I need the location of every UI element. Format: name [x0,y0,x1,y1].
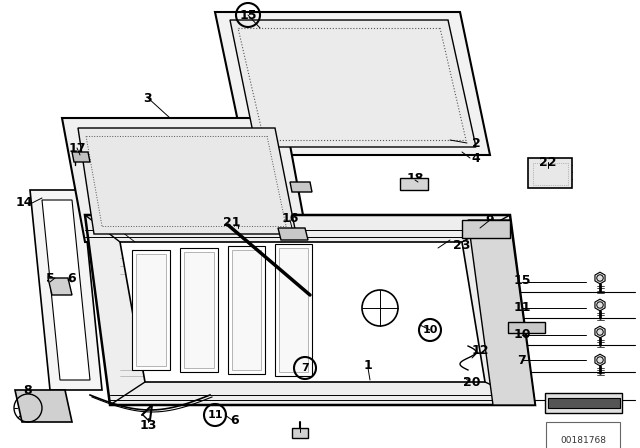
Text: 10: 10 [422,325,438,335]
Polygon shape [292,428,308,438]
Polygon shape [62,118,308,242]
Polygon shape [290,182,312,192]
Polygon shape [508,322,545,333]
Polygon shape [230,20,476,147]
Polygon shape [184,252,214,368]
Text: 12: 12 [471,344,489,357]
Polygon shape [42,200,90,380]
Text: 14: 14 [15,195,33,208]
Polygon shape [232,250,261,370]
Polygon shape [279,248,308,372]
Polygon shape [48,278,72,295]
Text: 3: 3 [144,91,152,104]
Text: 1: 1 [364,358,372,371]
Polygon shape [548,398,620,408]
Text: 13: 13 [140,418,157,431]
Text: 4: 4 [472,151,481,164]
Text: 11: 11 [207,410,223,420]
Polygon shape [215,12,490,155]
Polygon shape [275,244,312,376]
Text: 20: 20 [463,375,481,388]
Text: 22: 22 [540,155,557,168]
Text: 10: 10 [513,327,531,340]
Text: 8: 8 [24,383,32,396]
Polygon shape [30,190,102,390]
Text: 9: 9 [486,214,494,227]
Text: 18: 18 [406,172,424,185]
Polygon shape [595,326,605,338]
Polygon shape [528,158,572,188]
Polygon shape [595,299,605,311]
Text: 17: 17 [68,142,86,155]
Text: 00181768: 00181768 [560,435,606,444]
Polygon shape [180,248,218,372]
Polygon shape [228,246,265,374]
Polygon shape [278,228,308,240]
Polygon shape [72,152,90,162]
Text: 6: 6 [68,271,76,284]
Polygon shape [136,254,166,366]
Text: 5: 5 [45,271,54,284]
Polygon shape [78,128,296,234]
Text: 7: 7 [518,353,526,366]
Polygon shape [132,250,170,370]
Polygon shape [400,178,428,190]
Text: 7: 7 [301,363,309,373]
Text: 15: 15 [513,273,531,287]
Text: 6: 6 [230,414,239,426]
Text: 19: 19 [291,428,308,441]
Text: 21: 21 [223,215,241,228]
Polygon shape [462,220,510,238]
Text: 15: 15 [239,9,257,22]
Text: 2: 2 [472,137,481,150]
Text: 23: 23 [453,238,470,251]
Polygon shape [85,215,535,405]
Polygon shape [468,220,535,405]
Polygon shape [595,354,605,366]
Text: 16: 16 [282,211,299,224]
Polygon shape [15,390,72,422]
Polygon shape [120,242,485,382]
Polygon shape [595,272,605,284]
Polygon shape [545,393,622,413]
Text: 11: 11 [513,301,531,314]
